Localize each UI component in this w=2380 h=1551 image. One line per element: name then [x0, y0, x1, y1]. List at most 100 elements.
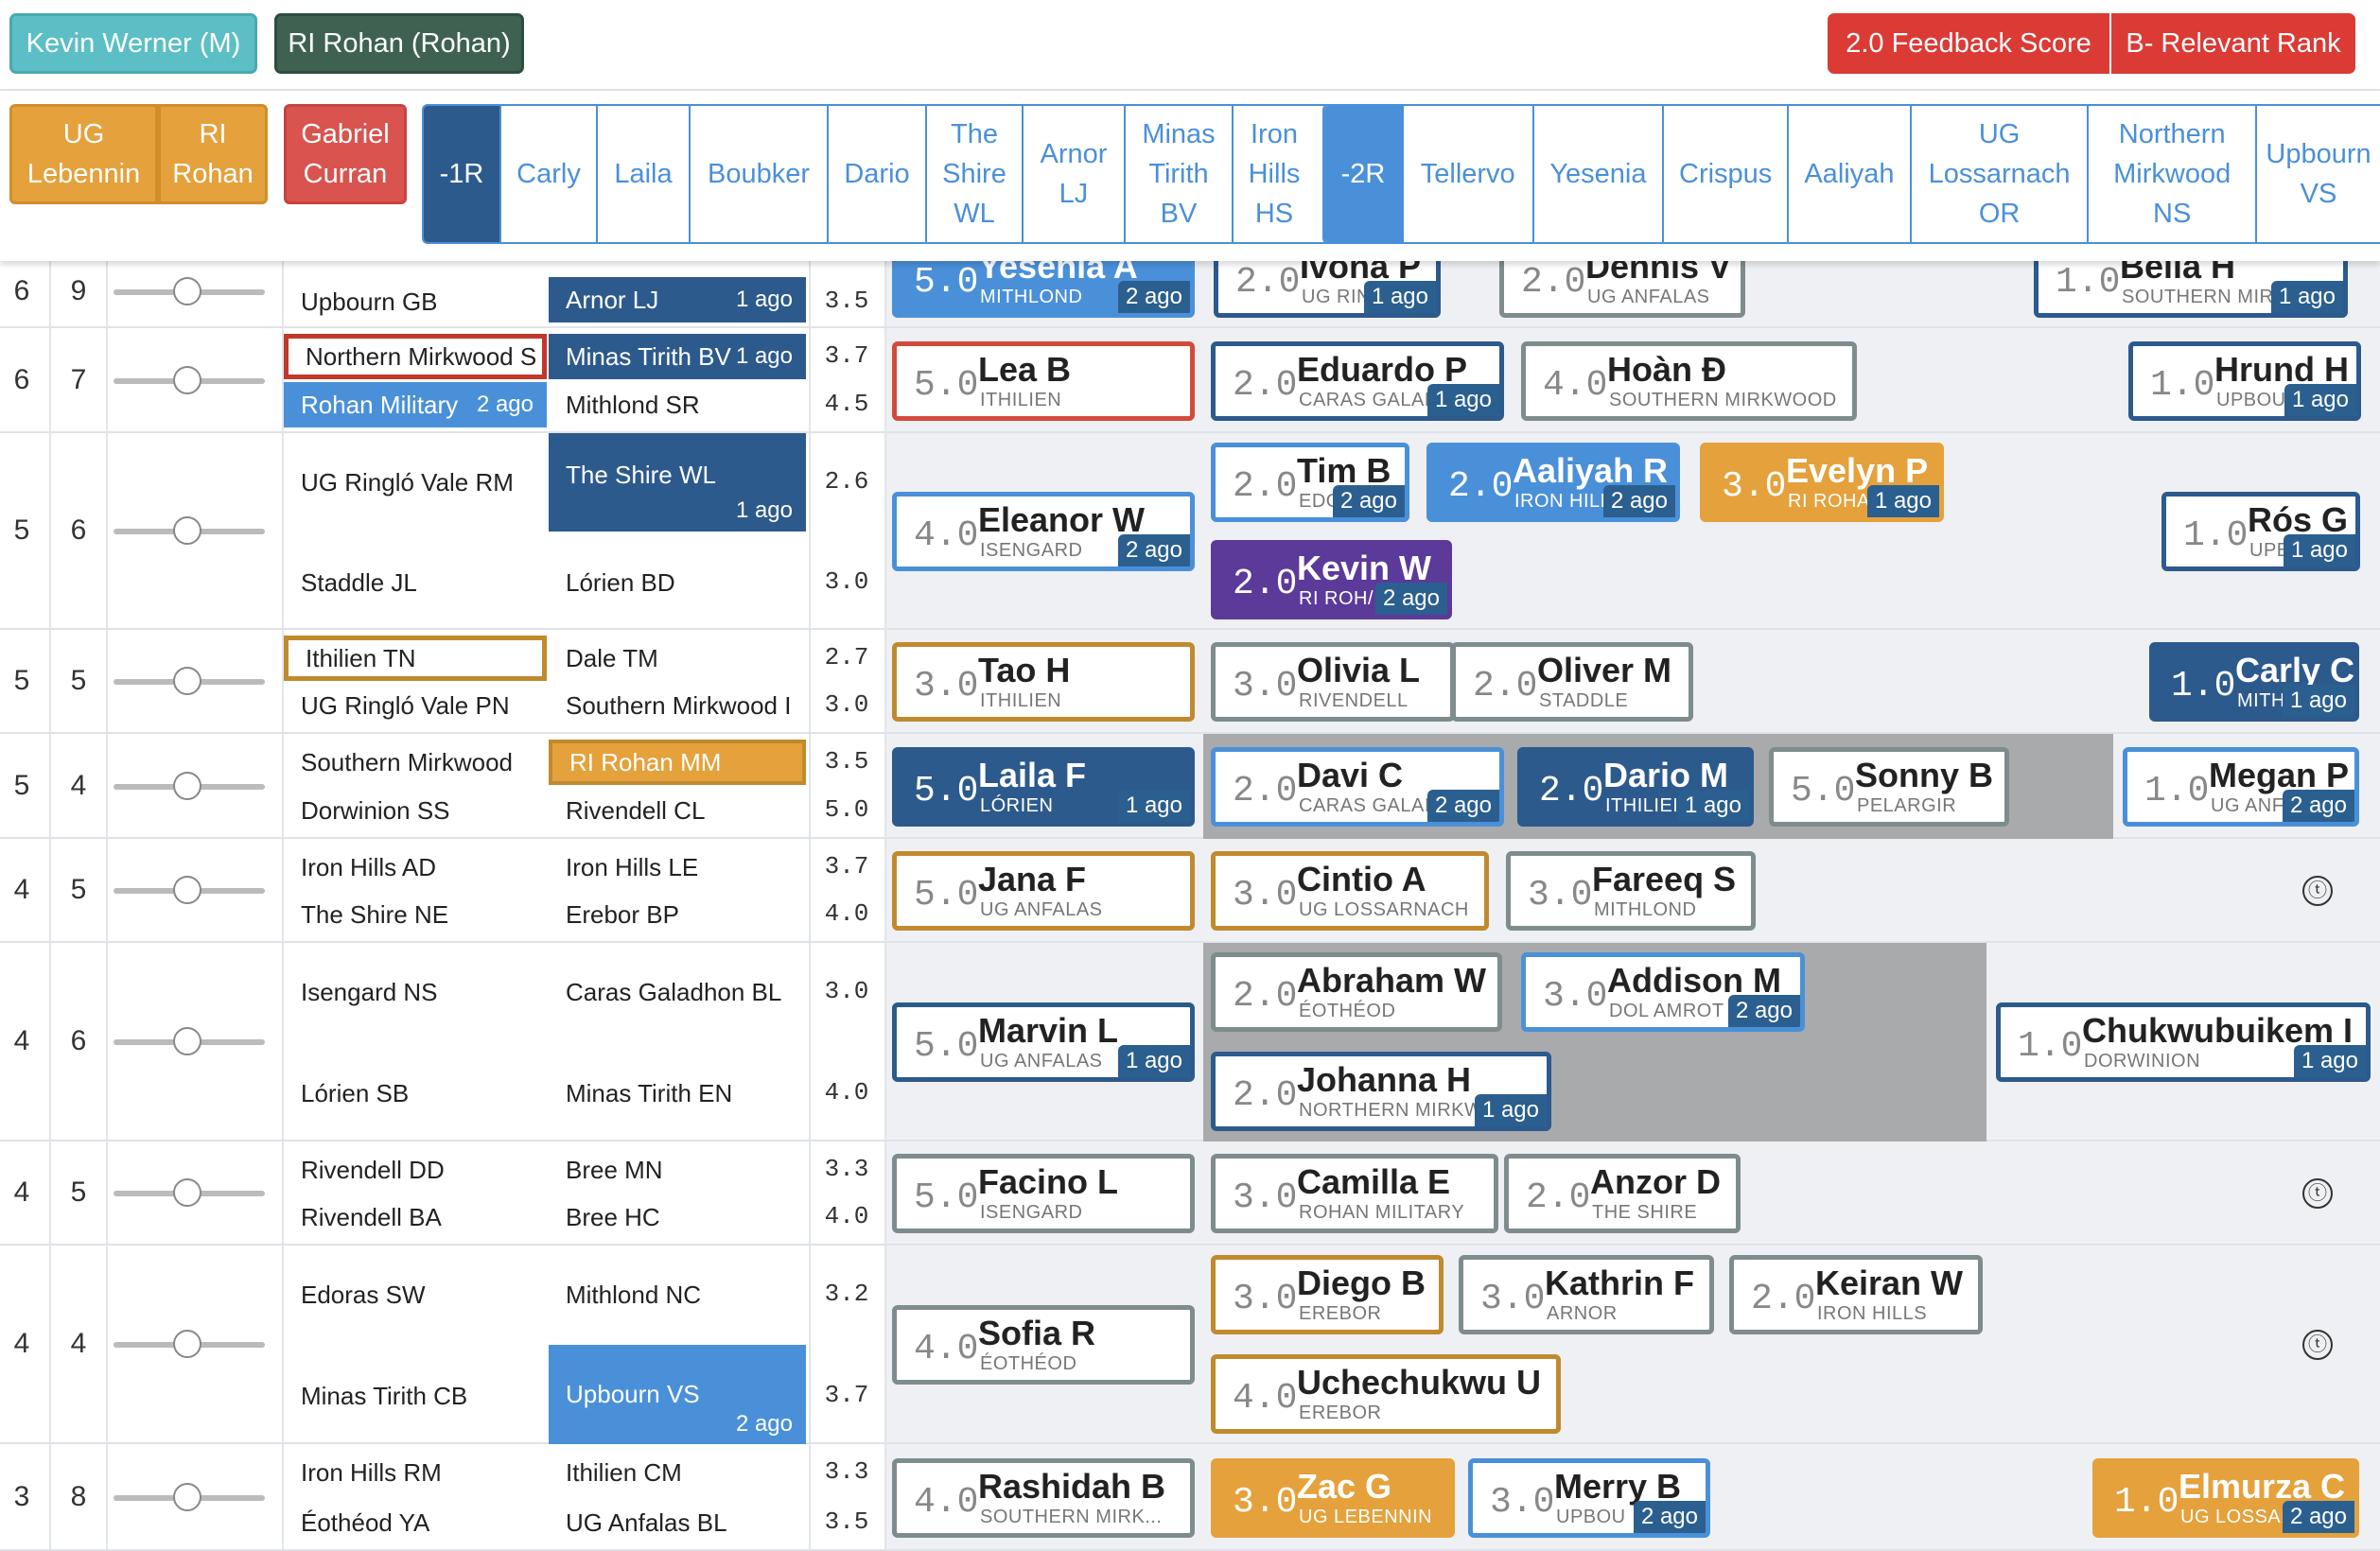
neg-team[interactable]: Minas Tirith EN [549, 1071, 806, 1116]
wing-judge-card[interactable]: 2.0 Anzor D THE SHIRE [1504, 1154, 1741, 1233]
aff-team[interactable]: UG Ringló Vale PN [284, 683, 547, 728]
tab-yesenia[interactable]: Yesenia [1531, 106, 1663, 242]
slider-knob[interactable] [173, 876, 201, 904]
tab-boubker[interactable]: Boubker [689, 106, 827, 242]
aff-team[interactable]: Rivendell BA [284, 1194, 547, 1240]
neg-team[interactable]: Upbourn VS 2 ago [549, 1345, 806, 1444]
chair-judge-card[interactable]: 3.0 Tao H ITHILIEN [892, 642, 1195, 722]
neg-team[interactable]: Ithilien CM [549, 1450, 806, 1495]
neg-team[interactable]: Erebor BP [549, 892, 806, 937]
priority-slider[interactable] [114, 1330, 265, 1358]
neg-team[interactable]: Minas Tirith BV 1 ago [549, 334, 806, 379]
neg-team[interactable]: Mithlond NC [549, 1272, 806, 1317]
reserve-judge-card[interactable]: 1.0 Carly C MITHL 1 ago [2149, 642, 2359, 722]
slider-knob[interactable] [173, 1330, 201, 1358]
round-minus-1-tab[interactable]: -1R [424, 106, 499, 242]
tab-carly[interactable]: Carly [499, 106, 596, 242]
neg-team[interactable]: The Shire WL 1 ago [549, 433, 806, 532]
feedback-score-button[interactable]: 2.0 Feedback Score [1828, 13, 2109, 74]
chair-judge-card[interactable]: 5.0 Jana F UG ANFALAS [892, 851, 1195, 931]
wing-judge-card[interactable]: 4.0 Hoàn Đ SOUTHERN MIRKWOOD [1521, 340, 1857, 421]
reserve-judge-card[interactable]: 1.0 Megan P UG ANFA 2 ago [2123, 746, 2359, 827]
priority-slider[interactable] [114, 516, 265, 545]
tab-crispus[interactable]: Crispus [1662, 106, 1788, 242]
slider-knob[interactable] [173, 276, 201, 305]
wing-judge-card[interactable]: 3.0 Kathrin F ARNOR [1459, 1255, 1714, 1334]
neg-team[interactable]: Dale TM [549, 636, 806, 681]
wing-judge-card[interactable]: 3.0 Addison M DOL AMROT 2 ago [1521, 952, 1805, 1032]
chair-judge-card[interactable]: 5.0 Laila F LÓRIEN 1 ago [892, 746, 1195, 827]
wing-judge-card[interactable]: 3.0 Camilla E ROHAN MILITARY [1211, 1154, 1498, 1233]
team-filter-button[interactable]: RI Rohan (Rohan) [274, 13, 524, 74]
judge-filter-button[interactable]: Kevin Werner (M) [9, 13, 257, 74]
tab-laila[interactable]: Laila [596, 106, 689, 242]
tab-ug-lossarnach-or[interactable]: UG Lossarnach OR [1909, 106, 2088, 242]
wing-judge-card[interactable]: 2.0 Oliver M STADDLE [1451, 642, 1693, 722]
aff-team[interactable]: Éothéod YA [284, 1500, 547, 1545]
neg-team[interactable]: Bree MN [549, 1147, 806, 1193]
aff-team[interactable]: Iron Hills RM [284, 1450, 547, 1495]
chair-judge-card[interactable]: 4.0 Eleanor W ISENGARD 2 ago [892, 492, 1195, 571]
aff-team[interactable]: Northern Mirkwood S [284, 334, 547, 379]
aff-team[interactable]: Rivendell DD [284, 1147, 547, 1193]
wing-judge-card[interactable]: 2.0 Eduardo P CARAS GALAD 1 ago [1211, 340, 1504, 421]
aff-team[interactable]: Iron Hills AD [284, 845, 547, 890]
neg-team[interactable]: Arnor LJ 1 ago [549, 277, 806, 322]
wing-judge-card[interactable]: 3.0 Diego B EREBOR [1211, 1255, 1444, 1334]
aff-team[interactable]: Edoras SW [284, 1272, 547, 1317]
slider-knob[interactable] [173, 1027, 201, 1055]
wing-judge-card[interactable]: 3.0 Cintio A UG LOSSARNACH [1211, 851, 1489, 931]
wing-judge-card[interactable]: 3.0 Olivia L RIVENDELL [1211, 642, 1455, 722]
wing-judge-card[interactable]: 3.0 Evelyn P RI ROHA 1 ago [1700, 443, 1944, 522]
priority-slider[interactable] [114, 667, 265, 695]
aff-team[interactable]: Dorwinion SS [284, 788, 547, 833]
tab-dario[interactable]: Dario [827, 106, 925, 242]
tab-arnor-lj[interactable]: Arnor LJ [1022, 106, 1124, 242]
tab-room-icon[interactable]: ⓣ [2302, 1178, 2333, 1209]
neg-team[interactable]: UG Anfalas BL [549, 1500, 806, 1545]
aff-team[interactable]: Southern Mirkwood [284, 740, 547, 785]
neg-team[interactable]: Iron Hills LE [549, 845, 806, 890]
aff-team[interactable]: Minas Tirith CB [284, 1373, 547, 1419]
school-filter-lebennin[interactable]: UG Lebennin [9, 104, 158, 204]
priority-slider[interactable] [114, 1482, 265, 1511]
wing-judge-card[interactable]: 2.0 Dario M ITHILIEI 1 ago [1517, 746, 1754, 827]
reserve-judge-card[interactable]: 1.0 Rós G UPB 1 ago [2161, 492, 2360, 571]
chair-judge-card[interactable]: 5.0 Lea B ITHILIEN [892, 340, 1195, 421]
neg-team[interactable]: Southern Mirkwood I [549, 683, 806, 728]
round-minus-2-tab[interactable]: -2R [1324, 106, 1402, 242]
tab-minas-tirith-bv[interactable]: Minas Tirith BV [1124, 106, 1232, 242]
chair-judge-card[interactable]: 5.0 Facino L ISENGARD [892, 1154, 1195, 1233]
slider-knob[interactable] [173, 1178, 201, 1207]
wing-judge-card[interactable]: 3.0 Merry B UPBOU 2 ago [1468, 1457, 1710, 1538]
priority-slider[interactable] [114, 771, 265, 800]
slider-knob[interactable] [173, 771, 201, 800]
tab-room-icon[interactable]: ⓣ [2302, 876, 2333, 906]
reserve-judge-card[interactable]: 1.0 Chukwubuikem I DORWINION 1 ago [1996, 1002, 2371, 1082]
wing-judge-card[interactable]: 4.0 Uchechukwu U EREBOR [1211, 1354, 1561, 1434]
wing-judge-card[interactable]: 2.0 Tim B EDO 2 ago [1211, 443, 1409, 522]
neg-team[interactable]: Mithlond SR [549, 382, 806, 427]
priority-slider[interactable] [114, 1178, 265, 1207]
neg-team[interactable]: Caras Galadhon BL [549, 969, 806, 1015]
aff-team[interactable]: Staddle JL [284, 560, 547, 605]
slider-knob[interactable] [173, 1482, 201, 1511]
reserve-judge-card[interactable]: 1.0 Elmurza C UG LOSSAR 2 ago [2092, 1457, 2359, 1538]
priority-slider[interactable] [114, 276, 265, 305]
wing-judge-card[interactable]: 3.0 Zac G UG LEBENNIN [1211, 1457, 1455, 1538]
slider-knob[interactable] [173, 365, 201, 394]
priority-slider[interactable] [114, 1027, 265, 1055]
neg-team[interactable]: RI Rohan MM [549, 740, 806, 785]
wing-judge-card[interactable]: 2.0 Abraham W ÉOTHÉOD [1211, 952, 1502, 1032]
tab-room-icon[interactable]: ⓣ [2302, 1330, 2333, 1360]
wing-judge-card[interactable]: 2.0 Aaliyah R IRON HILL 2 ago [1426, 443, 1680, 522]
aff-team[interactable]: Upbourn GB [284, 279, 547, 324]
chair-judge-card[interactable]: 4.0 Rashidah B SOUTHERN MIRK... [892, 1457, 1195, 1538]
slider-knob[interactable] [173, 516, 201, 545]
judge-filter-gabriel[interactable]: Gabriel Curran [284, 104, 407, 204]
tab-iron-hills-hs[interactable]: Iron Hills HS [1232, 106, 1315, 242]
chair-judge-card[interactable]: 4.0 Sofia R ÉOTHÉOD [892, 1305, 1195, 1385]
tab-aaliyah[interactable]: Aaliyah [1787, 106, 1910, 242]
aff-team[interactable]: Isengard NS [284, 969, 547, 1015]
aff-team[interactable]: The Shire NE [284, 892, 547, 937]
